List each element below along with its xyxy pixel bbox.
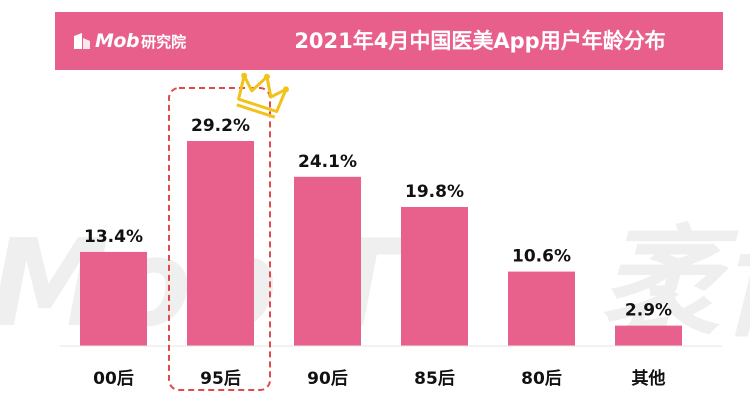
bar-4	[508, 271, 575, 346]
value-label-5: 2.9%	[625, 301, 672, 321]
value-label-3: 19.8%	[405, 182, 464, 202]
bar-0	[80, 251, 147, 346]
value-label-1: 29.2%	[191, 116, 250, 136]
value-label-2: 24.1%	[298, 152, 357, 172]
logo-icon	[74, 33, 90, 49]
value-label-0: 13.4%	[84, 227, 143, 247]
logo-subtext: 研究院	[141, 32, 187, 51]
category-label-2: 90后	[307, 369, 348, 389]
category-label-1: 95后	[200, 369, 241, 389]
category-label-3: 85后	[414, 369, 455, 389]
chart-header: Mob 研究院 2021年4月中国医美App用户年龄分布	[55, 12, 723, 70]
chart-title: 2021年4月中国医美App用户年龄分布	[294, 29, 666, 53]
logo-text: Mob	[95, 30, 140, 52]
bar-2	[294, 176, 361, 346]
bar-1	[187, 141, 254, 346]
mob-logo: Mob 研究院	[73, 26, 186, 56]
category-label-4: 80后	[521, 369, 562, 389]
crown-icon	[236, 72, 289, 119]
bar-3	[401, 206, 468, 346]
bar-5	[615, 325, 682, 346]
category-label-5: 其他	[632, 368, 666, 389]
value-label-4: 10.6%	[512, 247, 571, 267]
highlight-frame	[168, 87, 271, 391]
category-label-0: 00后	[93, 369, 134, 389]
